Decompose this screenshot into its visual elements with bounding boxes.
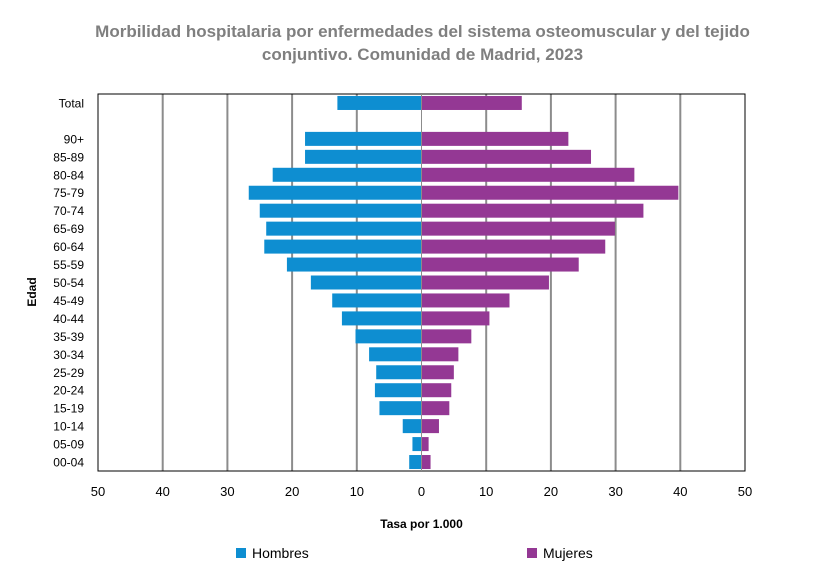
bar-hombres <box>409 455 422 470</box>
category-label: 20-24 <box>53 384 84 398</box>
bar-hombres <box>305 149 422 164</box>
legend-item-mujeres: Mujeres <box>527 545 593 561</box>
bar-hombres <box>412 437 422 452</box>
bar-mujeres <box>421 329 472 344</box>
bar-mujeres <box>421 257 579 272</box>
bar-mujeres <box>421 221 615 236</box>
bar-mujeres <box>421 455 431 470</box>
x-tick-label: 20 <box>544 484 558 499</box>
category-label: 35-39 <box>53 330 84 344</box>
category-label: Total <box>59 96 84 110</box>
x-axis-label: Tasa por 1.000 <box>380 517 463 531</box>
x-tick-label: 30 <box>220 484 234 499</box>
bar-mujeres <box>421 131 569 146</box>
category-label: 00-04 <box>53 456 84 470</box>
bar-hombres <box>286 257 422 272</box>
bar-mujeres <box>421 95 522 110</box>
category-label: 15-19 <box>53 402 84 416</box>
axes <box>97 93 746 472</box>
bar-hombres <box>272 167 422 182</box>
x-tick-label: 40 <box>673 484 687 499</box>
y-axis-label: Edad <box>25 277 39 306</box>
bar-hombres <box>264 239 422 254</box>
bar-mujeres <box>421 167 635 182</box>
bar-mujeres <box>421 149 592 164</box>
category-label: 85-89 <box>53 150 84 164</box>
bar-mujeres <box>421 239 606 254</box>
x-tick-label: 50 <box>91 484 105 499</box>
bar-hombres <box>259 203 422 218</box>
bar-mujeres <box>421 275 549 290</box>
bar-mujeres <box>421 185 679 200</box>
bar-hombres <box>310 275 422 290</box>
category-label: 55-59 <box>53 258 84 272</box>
category-label: 05-09 <box>53 438 84 452</box>
x-tick-label: 40 <box>155 484 169 499</box>
bar-hombres <box>379 401 422 416</box>
chart-title: Morbilidad hospitalaria por enfermedades… <box>95 22 750 64</box>
bar-hombres <box>266 221 422 236</box>
bar-hombres <box>369 347 422 362</box>
legend-label-mujeres: Mujeres <box>543 545 593 561</box>
x-tick-label: 10 <box>350 484 364 499</box>
bar-hombres <box>248 185 422 200</box>
bar-mujeres <box>421 419 439 434</box>
category-label: 75-79 <box>53 186 84 200</box>
labels: 50 40 30 20 10 0 10 20 30 40 50 Total 90+ 85-89 80-84 7… <box>25 96 752 531</box>
x-tick-label: 10 <box>479 484 493 499</box>
category-label: 30-34 <box>53 348 84 362</box>
bar-mujeres <box>421 437 429 452</box>
category-label: 10-14 <box>53 420 84 434</box>
bars <box>248 95 679 470</box>
x-tick-label: 50 <box>738 484 752 499</box>
bar-hombres <box>337 95 422 110</box>
x-tick-label: 20 <box>285 484 299 499</box>
bar-mujeres <box>421 383 452 398</box>
category-label: 90+ <box>64 132 84 146</box>
bar-mujeres <box>421 293 510 308</box>
bar-mujeres <box>421 311 490 326</box>
category-label: 40-44 <box>53 312 84 326</box>
category-label: 60-64 <box>53 240 84 254</box>
legend-item-hombres: Hombres <box>236 545 309 561</box>
legend-label-hombres: Hombres <box>252 545 309 561</box>
category-label: 65-69 <box>53 222 84 236</box>
legend-swatch-mujeres <box>527 548 537 558</box>
bar-hombres <box>305 131 422 146</box>
category-label: 25-29 <box>53 366 84 380</box>
bar-hombres <box>355 329 422 344</box>
category-label: 70-74 <box>53 204 84 218</box>
bar-hombres <box>376 365 422 380</box>
bar-mujeres <box>421 347 459 362</box>
bar-mujeres <box>421 203 644 218</box>
category-label: 80-84 <box>53 168 84 182</box>
bar-hombres <box>374 383 422 398</box>
x-tick-label: 30 <box>608 484 622 499</box>
legend-swatch-hombres <box>236 548 246 558</box>
category-label: 45-49 <box>53 294 84 308</box>
bar-mujeres <box>421 401 450 416</box>
bar-hombres <box>402 419 422 434</box>
x-tick-label: 0 <box>418 484 425 499</box>
category-label: 50-54 <box>53 276 84 290</box>
bar-mujeres <box>421 365 454 380</box>
bar-hombres <box>332 293 422 308</box>
bar-hombres <box>341 311 422 326</box>
